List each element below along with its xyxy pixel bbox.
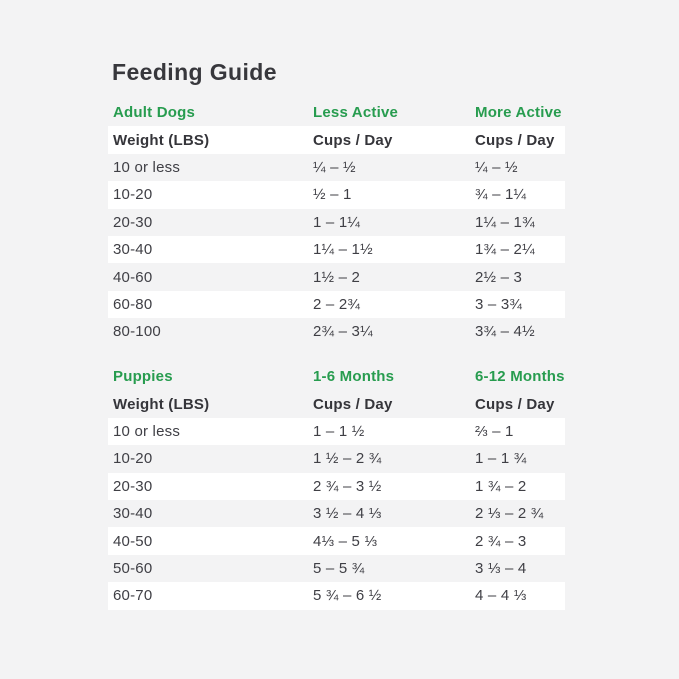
months-6-12-cell: 2 ⅓ – 2 ¾ bbox=[475, 505, 544, 523]
puppies-table-header-row: Puppies 1-6 Months 6-12 Months bbox=[108, 363, 565, 390]
adult-table-subheader-row: Weight (LBS) Cups / Day Cups / Day bbox=[108, 126, 565, 154]
table-row: 10 or less ¼ – ½ ¼ – ½ bbox=[108, 154, 565, 181]
weight-cell: 20-30 bbox=[113, 477, 153, 495]
weight-cell: 10 or less bbox=[113, 422, 181, 440]
less-active-cell: 1½ – 2 bbox=[313, 268, 361, 286]
table-row: 10-20 1 ½ – 2 ¾ 1 – 1 ¾ bbox=[108, 445, 565, 472]
weight-cell: 40-50 bbox=[113, 532, 153, 550]
months-1-6-header: 1-6 Months bbox=[313, 368, 395, 386]
page-title: Feeding Guide bbox=[112, 59, 277, 85]
adult-table-header-row: Adult Dogs Less Active More Active bbox=[108, 99, 565, 126]
more-active-cell: 2½ – 3 bbox=[475, 268, 523, 286]
table-row: 40-50 4⅓ – 5 ⅓ 2 ¾ – 3 bbox=[108, 527, 565, 555]
cups-per-day-column-header: Cups / Day bbox=[313, 395, 393, 413]
months-6-12-cell: 4 – 4 ⅓ bbox=[475, 587, 527, 605]
adult-dogs-header: Adult Dogs bbox=[113, 104, 195, 122]
months-6-12-cell: 1 – 1 ¾ bbox=[475, 450, 527, 468]
weight-cell: 40-60 bbox=[113, 268, 153, 286]
table-row: 50-60 5 – 5 ¾ 3 ⅓ – 4 bbox=[108, 555, 565, 582]
weight-cell: 20-30 bbox=[113, 213, 153, 231]
more-active-header: More Active bbox=[475, 104, 562, 122]
table-row: 10 or less 1 – 1 ½ ⅔ – 1 bbox=[108, 417, 565, 446]
table-row: 20-30 1 – 1¼ 1¼ – 1¾ bbox=[108, 209, 565, 236]
less-active-cell: 1 – 1¼ bbox=[313, 213, 361, 231]
weight-cell: 80-100 bbox=[113, 323, 161, 341]
table-row: 60-70 5 ¾ – 6 ½ 4 – 4 ⅓ bbox=[108, 582, 565, 610]
less-active-cell: 2¾ – 3¼ bbox=[313, 323, 373, 341]
more-active-cell: 3 – 3¾ bbox=[475, 295, 523, 313]
less-active-cell: 1¼ – 1½ bbox=[313, 241, 373, 259]
weight-cell: 60-70 bbox=[113, 587, 153, 605]
less-active-header: Less Active bbox=[313, 104, 399, 122]
months-1-6-cell: 3 ½ – 4 ⅓ bbox=[313, 505, 382, 523]
weight-cell: 30-40 bbox=[113, 505, 153, 523]
months-6-12-cell: ⅔ – 1 bbox=[475, 422, 514, 440]
more-active-cell: 3¾ – 4½ bbox=[475, 323, 535, 341]
weight-cell: 50-60 bbox=[113, 559, 153, 577]
puppies-table-subheader-row: Weight (LBS) Cups / Day Cups / Day bbox=[108, 390, 565, 417]
more-active-cell: ¼ – ½ bbox=[475, 158, 518, 176]
table-row: 30-40 1¼ – 1½ 1¾ – 2¼ bbox=[108, 235, 565, 264]
cups-per-day-column-header: Cups / Day bbox=[313, 131, 393, 149]
months-6-12-header: 6-12 Months bbox=[475, 368, 565, 386]
months-6-12-cell: 2 ¾ – 3 bbox=[475, 532, 527, 550]
weight-column-header: Weight (LBS) bbox=[113, 131, 210, 149]
months-6-12-cell: 1 ¾ – 2 bbox=[475, 477, 527, 495]
weight-cell: 10-20 bbox=[113, 450, 153, 468]
months-1-6-cell: 5 – 5 ¾ bbox=[313, 559, 365, 577]
table-row: 80-100 2¾ – 3¼ 3¾ – 4½ bbox=[108, 318, 565, 345]
puppies-table: Puppies 1-6 Months 6-12 Months Weight (L… bbox=[108, 363, 565, 610]
less-active-cell: ½ – 1 bbox=[313, 186, 352, 204]
table-row: 40-60 1½ – 2 2½ – 3 bbox=[108, 263, 565, 290]
less-active-cell: 2 – 2¾ bbox=[313, 295, 361, 313]
puppies-header: Puppies bbox=[113, 368, 173, 386]
weight-cell: 60-80 bbox=[113, 295, 153, 313]
weight-column-header: Weight (LBS) bbox=[113, 395, 210, 413]
more-active-cell: ¾ – 1¼ bbox=[475, 186, 527, 204]
adult-dogs-table: Adult Dogs Less Active More Active Weigh… bbox=[108, 99, 565, 346]
months-1-6-cell: 4⅓ – 5 ⅓ bbox=[313, 532, 378, 550]
months-6-12-cell: 3 ⅓ – 4 bbox=[475, 559, 527, 577]
months-1-6-cell: 2 ¾ – 3 ½ bbox=[313, 477, 382, 495]
table-row: 20-30 2 ¾ – 3 ½ 1 ¾ – 2 bbox=[108, 472, 565, 500]
more-active-cell: 1¾ – 2¼ bbox=[475, 241, 535, 259]
months-1-6-cell: 1 – 1 ½ bbox=[313, 422, 365, 440]
table-row: 60-80 2 – 2¾ 3 – 3¾ bbox=[108, 290, 565, 319]
table-row: 30-40 3 ½ – 4 ⅓ 2 ⅓ – 2 ¾ bbox=[108, 500, 565, 527]
cups-per-day-column-header: Cups / Day bbox=[475, 395, 555, 413]
weight-cell: 30-40 bbox=[113, 241, 153, 259]
cups-per-day-column-header: Cups / Day bbox=[475, 131, 555, 149]
more-active-cell: 1¼ – 1¾ bbox=[475, 213, 535, 231]
less-active-cell: ¼ – ½ bbox=[313, 158, 356, 176]
table-row: 10-20 ½ – 1 ¾ – 1¼ bbox=[108, 181, 565, 209]
weight-cell: 10-20 bbox=[113, 186, 153, 204]
weight-cell: 10 or less bbox=[113, 158, 181, 176]
months-1-6-cell: 1 ½ – 2 ¾ bbox=[313, 450, 382, 468]
months-1-6-cell: 5 ¾ – 6 ½ bbox=[313, 587, 382, 605]
